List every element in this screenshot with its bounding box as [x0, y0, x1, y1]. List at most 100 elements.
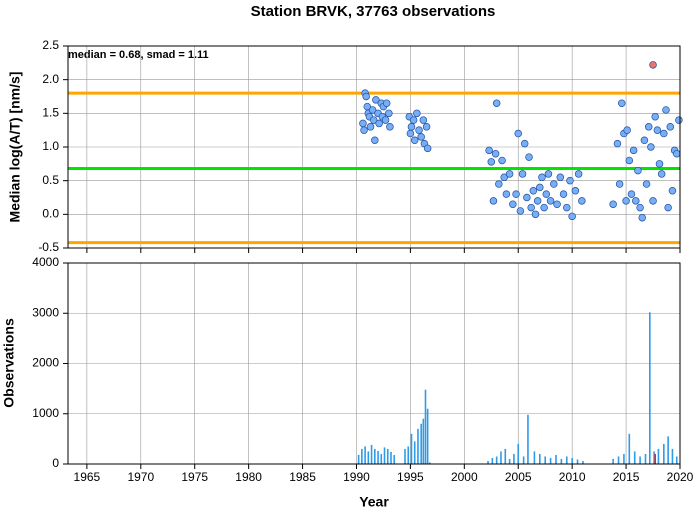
point	[422, 123, 431, 131]
bar	[426, 408, 429, 464]
point	[638, 213, 647, 222]
y-axis-label: Median log(A/T) [nm/s]	[7, 72, 23, 223]
point	[675, 116, 683, 124]
bar	[644, 453, 647, 464]
point	[546, 197, 555, 205]
point	[553, 200, 561, 208]
bar	[410, 433, 413, 464]
bar	[549, 457, 552, 464]
y-tick-label: 0.5	[42, 173, 59, 187]
x-tick-label: 2010	[559, 470, 586, 484]
point	[644, 123, 653, 131]
bar	[623, 453, 625, 464]
point	[375, 119, 383, 128]
bar	[386, 448, 389, 464]
y-tick-label: 4000	[32, 255, 59, 269]
point	[660, 129, 668, 138]
point	[542, 190, 551, 198]
point	[618, 99, 626, 107]
point	[385, 109, 393, 118]
x-tick-label: 1970	[127, 470, 154, 484]
x-axis-label: Year	[359, 494, 389, 510]
point	[533, 197, 542, 205]
bar	[628, 433, 631, 464]
bar	[422, 418, 425, 464]
bar	[560, 458, 563, 464]
x-tick-label: 1985	[289, 470, 316, 484]
point	[417, 133, 425, 141]
bar	[367, 451, 370, 464]
y-tick-label: 0	[52, 456, 59, 470]
chart-title: Station BRVK, 37763 observations	[251, 3, 496, 20]
bar	[377, 450, 379, 464]
point	[536, 183, 544, 192]
point	[655, 160, 664, 168]
bar	[533, 451, 536, 464]
bar	[612, 458, 614, 464]
bar	[517, 443, 520, 464]
point	[518, 170, 527, 178]
point	[566, 176, 574, 185]
bar	[429, 462, 431, 464]
bar	[495, 456, 498, 464]
point	[495, 180, 503, 188]
point	[360, 126, 368, 134]
point	[668, 187, 677, 195]
bar	[417, 428, 419, 464]
point	[531, 210, 540, 219]
y-tick-label: 3000	[32, 305, 59, 319]
bar	[649, 312, 651, 464]
point	[649, 197, 657, 205]
y-tick-label: 1000	[32, 406, 59, 420]
bar	[487, 460, 489, 464]
bar	[527, 414, 529, 464]
point	[563, 203, 571, 212]
plot-frame	[67, 262, 681, 465]
point	[505, 170, 514, 178]
point	[520, 139, 529, 148]
point	[516, 207, 525, 215]
point	[559, 190, 568, 198]
point	[362, 92, 370, 101]
point	[485, 146, 493, 155]
x-tick-label: 2015	[613, 470, 640, 484]
point	[368, 106, 377, 114]
point	[500, 173, 508, 182]
bar	[565, 456, 568, 464]
bar	[374, 448, 376, 464]
point	[540, 203, 548, 212]
point	[627, 190, 636, 198]
point	[386, 123, 394, 131]
bar	[667, 436, 669, 464]
point	[622, 197, 630, 205]
point	[574, 170, 583, 178]
point	[640, 136, 649, 145]
x-tick-label: 1965	[74, 470, 101, 484]
bar	[424, 389, 427, 464]
bar	[633, 451, 636, 464]
point	[647, 143, 655, 151]
bar	[420, 423, 422, 464]
point	[538, 173, 546, 182]
x-tick-label: 1990	[343, 470, 370, 484]
bar	[357, 454, 360, 464]
point	[523, 193, 531, 202]
point	[498, 156, 506, 165]
point	[381, 116, 390, 124]
bar	[675, 456, 678, 464]
point	[382, 99, 391, 107]
point	[634, 166, 642, 175]
point	[359, 119, 367, 128]
x-tick-label: 2020	[667, 470, 694, 484]
point	[410, 136, 419, 145]
x-tick-label: 1980	[235, 470, 262, 484]
point	[525, 153, 533, 161]
point	[556, 173, 565, 182]
bar	[582, 460, 584, 464]
y-tick-label: 0.0	[42, 207, 59, 221]
bar	[544, 456, 546, 464]
bar	[654, 453, 656, 464]
point	[406, 129, 415, 138]
point	[491, 149, 500, 158]
